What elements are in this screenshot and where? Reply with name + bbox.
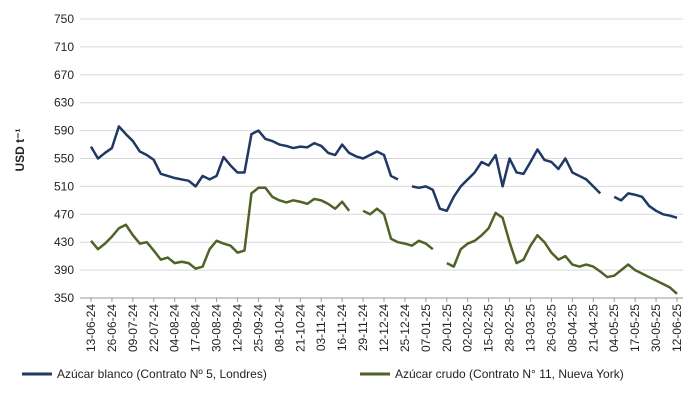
x-tick-label: 17-08-24 [189,304,203,352]
x-tick-label: 02-02-25 [461,304,475,352]
y-tick-label: 350 [54,291,74,305]
x-tick-label: 03-11-24 [314,304,328,351]
series-line [90,186,678,295]
x-tick-label: 26-06-24 [105,304,119,352]
x-tick-label: 20-01-25 [440,304,454,352]
legend-label: Azúcar crudo (Contrato N° 11, Nueva York… [395,367,624,381]
y-tick-label: 750 [54,12,74,26]
x-tick-label: 08-04-25 [565,304,579,352]
y-tick-label: 510 [54,179,74,193]
x-tick-label: 13-06-24 [84,304,98,352]
y-tick-label: 630 [54,96,74,110]
y-axis-title: USD t⁻¹ [13,129,27,172]
y-tick-label: 390 [54,263,74,277]
x-tick-label: 16-11-24 [335,304,349,351]
y-tick-label: 670 [54,68,74,82]
x-tick-label: 08-10-24 [272,304,286,352]
legend-label: Azúcar blanco (Contrato Nº 5, Londres) [57,367,267,381]
x-tick-label: 17-05-25 [628,304,642,352]
x-tick-label: 30-05-25 [649,304,663,352]
y-tick-label: 550 [54,152,74,166]
x-tick-label: 15-02-25 [482,304,496,352]
y-tick-label: 590 [54,124,74,138]
x-tick-label: 30-08-24 [210,304,224,352]
x-tick-label: 25-09-24 [251,304,265,352]
x-tick-label: 12-09-24 [231,304,245,352]
x-tick-label: 26-03-25 [544,304,558,352]
x-tick-label: 22-07-24 [147,304,161,352]
x-tick-label: 21-04-25 [586,304,600,352]
x-tick-label: 29-11-24 [356,304,370,351]
y-tick-label: 470 [54,207,74,221]
x-tick-label: 07-01-25 [419,304,433,352]
x-tick-label: 12-12-24 [377,304,391,352]
series-line [89,125,678,219]
x-tick-label: 28-02-25 [503,304,517,352]
x-tick-label: 04-08-24 [168,304,182,352]
x-tick-label: 04-05-25 [607,304,621,352]
x-tick-label: 12-06-25 [670,304,684,352]
y-tick-label: 430 [54,235,74,249]
x-tick-label: 09-07-24 [126,304,140,352]
x-tick-label: 25-12-24 [398,304,412,352]
x-tick-label: 13-03-25 [524,304,538,352]
x-tick-label: 21-10-24 [293,304,307,352]
y-tick-label: 710 [54,40,74,54]
